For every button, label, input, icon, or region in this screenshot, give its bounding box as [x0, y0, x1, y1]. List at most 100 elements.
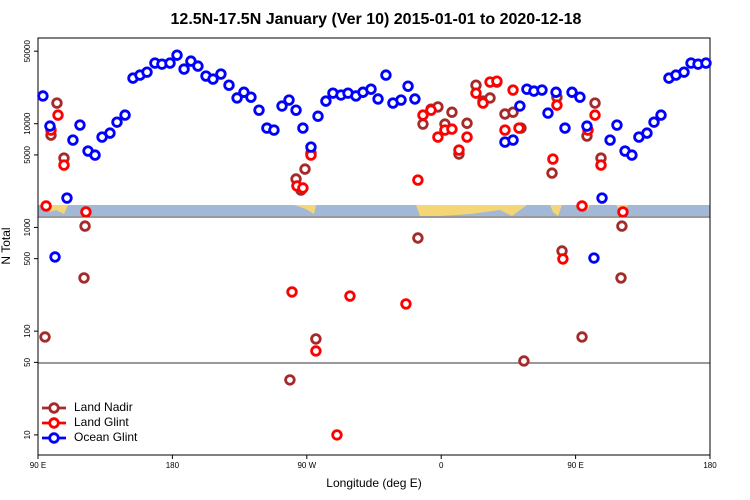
point [312, 110, 324, 122]
point [417, 109, 429, 121]
point [44, 120, 56, 132]
point [400, 298, 412, 310]
point [284, 374, 296, 386]
point [453, 144, 465, 156]
point [111, 116, 123, 128]
surface-strip [38, 205, 710, 364]
point [331, 429, 343, 441]
point [461, 117, 473, 129]
y-tick-label: 1000 [23, 218, 32, 236]
legend-marker [48, 432, 60, 444]
point [550, 86, 562, 98]
point [477, 97, 489, 109]
point [207, 73, 219, 85]
point [542, 107, 554, 119]
point [514, 100, 526, 112]
x-axis-label: Longitude (deg E) [326, 476, 421, 490]
point [589, 97, 601, 109]
point [518, 355, 530, 367]
point [58, 159, 70, 171]
point [412, 174, 424, 186]
point [320, 95, 332, 107]
point [546, 167, 558, 179]
point [507, 134, 519, 146]
y-tick-label: 50000 [23, 40, 32, 63]
point [648, 116, 660, 128]
point [305, 141, 317, 153]
y-axis-label: N Total [0, 227, 13, 264]
point [178, 63, 190, 75]
point [604, 134, 616, 146]
x-tick-label: 180 [166, 461, 180, 470]
legend-marker [48, 402, 60, 414]
point [310, 345, 322, 357]
legend-label: Land Glint [74, 415, 129, 429]
point [626, 149, 638, 161]
point [484, 92, 496, 104]
point [40, 200, 52, 212]
land-patch [48, 205, 68, 214]
point [547, 153, 559, 165]
ocean-strip [38, 205, 710, 216]
chart-title: 12.5N-17.5N January (Ver 10) 2015-01-01 … [171, 11, 582, 28]
point [446, 123, 458, 135]
point [297, 122, 309, 134]
plot-frame [37, 37, 711, 456]
point [74, 119, 86, 131]
point [310, 333, 322, 345]
point [588, 252, 600, 264]
point [615, 272, 627, 284]
point [79, 220, 91, 232]
x-tick-label: 0 [439, 461, 444, 470]
point [446, 106, 458, 118]
point [245, 91, 257, 103]
point [372, 93, 384, 105]
point [595, 159, 607, 171]
point [51, 97, 63, 109]
y-tick-label: 5000 [23, 145, 32, 163]
point [37, 90, 49, 102]
point [78, 272, 90, 284]
point [678, 66, 690, 78]
land-patch [294, 205, 316, 214]
y-tick-label: 500 [23, 251, 32, 265]
point [171, 49, 183, 61]
point [566, 86, 578, 98]
legend-label: Ocean Glint [74, 430, 138, 444]
point [559, 122, 571, 134]
point [192, 60, 204, 72]
x-tick-label: 90 E [567, 461, 583, 470]
point [655, 109, 667, 121]
point [297, 182, 309, 194]
point [551, 99, 563, 111]
point [402, 80, 414, 92]
point [417, 118, 429, 130]
point [412, 232, 424, 244]
point [39, 331, 51, 343]
point [52, 109, 64, 121]
point [499, 124, 511, 136]
point [589, 109, 601, 121]
point [574, 91, 586, 103]
point [104, 127, 116, 139]
point [576, 200, 588, 212]
point [581, 120, 593, 132]
point [290, 104, 302, 116]
point [365, 83, 377, 95]
point [432, 131, 444, 143]
point [49, 251, 61, 263]
legend-marker [48, 417, 60, 429]
point [513, 122, 525, 134]
point [268, 124, 280, 136]
x-tick-label: 90 W [297, 461, 316, 470]
point [536, 84, 548, 96]
point [89, 149, 101, 161]
point [215, 68, 227, 80]
point [223, 79, 235, 91]
point [596, 192, 608, 204]
legend-label: Land Nadir [74, 400, 133, 414]
point [286, 286, 298, 298]
point [231, 92, 243, 104]
y-tick-label: 10000 [23, 112, 32, 135]
